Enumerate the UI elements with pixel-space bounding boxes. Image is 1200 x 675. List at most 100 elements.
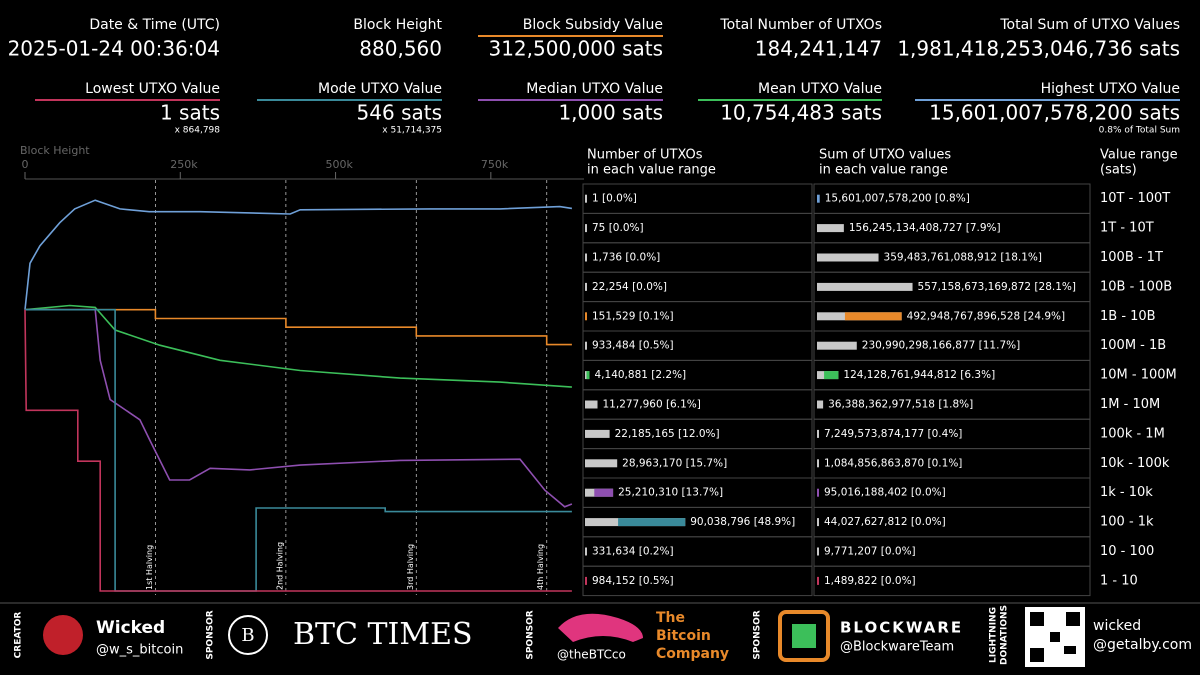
sum-label: 7,249,573,874,177 [0.4%]: [824, 428, 962, 440]
bitcoin-company-logo: [558, 613, 643, 642]
range-label: 10 - 100: [1100, 544, 1154, 559]
sum-label: 44,027,627,812 [0.0%]: [824, 516, 946, 528]
qr-finder: [1030, 648, 1044, 662]
sum-label: 156,245,134,408,727 [7.9%]: [849, 222, 1001, 234]
sum-label: 15,601,007,578,200 [0.8%]: [825, 193, 970, 205]
qr-module: [1064, 646, 1076, 654]
range-label: 100B - 1T: [1100, 250, 1163, 265]
x-tick-label: 0: [22, 158, 29, 171]
count-label: 90,038,796 [48.9%]: [690, 516, 795, 528]
range-label: 10B - 100B: [1100, 279, 1172, 294]
count-label: 22,185,165 [12.0%]: [615, 428, 720, 440]
sum-bar: [817, 488, 819, 497]
halving-label: 3rd Halving: [406, 544, 415, 590]
count-label: 75 [0.0%]: [592, 222, 644, 234]
count-bar-highlight: [586, 371, 590, 380]
sum-bar-highlight: [824, 371, 839, 380]
series-line: [25, 308, 572, 592]
range-label: 1k - 10k: [1100, 485, 1153, 500]
donation-tag: LIGHTNING: [989, 607, 999, 663]
count-bar: [585, 224, 587, 233]
sum-bar: [817, 400, 824, 409]
stat-value: 184,241,147: [755, 37, 882, 61]
stat-label: Block Height: [353, 17, 442, 33]
count-bar: [585, 312, 587, 321]
count-label: 331,634 [0.2%]: [592, 546, 674, 558]
creator-avatar: [43, 615, 83, 655]
blockware-logo: [778, 610, 830, 662]
stat-value: 1,981,418,253,046,736 sats: [897, 37, 1180, 61]
sum-bar: [817, 282, 913, 291]
stat-label: Median UTXO Value: [526, 81, 663, 97]
stat-value: 1,000 sats: [558, 101, 663, 125]
table-header: in each value range: [819, 163, 948, 178]
stat-label: Total Number of UTXOs: [719, 17, 882, 33]
series-line: [25, 308, 573, 508]
stat-label: Total Sum of UTXO Values: [999, 17, 1180, 33]
bitcoin-company-name: Bitcoin: [656, 628, 711, 644]
count-label: 1,736 [0.0%]: [592, 252, 660, 264]
stat-label: Lowest UTXO Value: [85, 81, 220, 97]
stat-value: 1 sats: [160, 101, 220, 125]
range-label: 1 - 10: [1100, 573, 1138, 588]
range-label: 100M - 1B: [1100, 338, 1166, 353]
sum-label: 1,489,822 [0.0%]: [824, 575, 916, 587]
sum-bar: [817, 518, 819, 527]
range-label: 100 - 1k: [1100, 515, 1154, 530]
sum-label: 1,084,856,863,870 [0.1%]: [824, 457, 962, 469]
count-bar: [585, 400, 598, 409]
count-label: 151,529 [0.1%]: [592, 310, 674, 322]
series-line: [24, 199, 573, 310]
range-label: 1T - 10T: [1100, 221, 1154, 236]
series-line: [24, 304, 572, 388]
sum-label: 230,990,298,166,877 [11.7%]: [862, 340, 1020, 352]
count-label: 933,484 [0.5%]: [592, 340, 674, 352]
range-label: 1B - 10B: [1100, 309, 1156, 324]
qr-finder: [1066, 612, 1080, 626]
stat-subvalue: x 51,714,375: [382, 126, 442, 136]
sum-bar: [817, 459, 819, 468]
count-bar: [585, 429, 610, 438]
count-label: 4,140,881 [2.2%]: [595, 369, 687, 381]
sum-label: 124,128,761,944,812 [6.3%]: [843, 369, 995, 381]
bitcoin-company-handle: @theBTCco: [557, 648, 626, 662]
btc-times-logo-letter: B: [241, 625, 254, 646]
count-label: 25,210,310 [13.7%]: [618, 487, 723, 499]
bitcoin-company-name: The: [656, 610, 685, 626]
table-header: Value range: [1100, 148, 1178, 163]
creator-handle: @w_s_bitcoin: [96, 643, 183, 658]
count-bar: [585, 282, 587, 291]
qr-module: [1050, 632, 1060, 642]
stat-value: 546 sats: [357, 101, 442, 125]
blockware-handle: @BlockwareTeam: [840, 640, 954, 655]
series-line: [24, 309, 572, 592]
donation-address: wicked: [1093, 618, 1141, 634]
sum-label: 36,388,362,977,518 [1.8%]: [828, 399, 973, 411]
count-bar-highlight: [594, 488, 614, 497]
x-tick-label: 250k: [170, 158, 198, 171]
sum-bar: [817, 194, 820, 203]
range-label: 10M - 100M: [1100, 368, 1177, 383]
count-label: 1 [0.0%]: [592, 193, 637, 205]
btc-times-logo: [228, 615, 268, 655]
donation-tag: DONATIONS: [1000, 605, 1010, 665]
sum-bar: [817, 547, 819, 556]
table-header: (sats): [1100, 163, 1137, 178]
creator-name: Wicked: [96, 618, 165, 638]
stat-subvalue: x 864,798: [175, 126, 221, 136]
table-cell: [582, 565, 813, 597]
range-label: 100k - 1M: [1100, 426, 1165, 441]
sum-label: 359,483,761,088,912 [18.1%]: [884, 252, 1042, 264]
x-axis-title: Block Height: [20, 144, 90, 157]
donation-address: @getalby.com: [1093, 637, 1192, 653]
table-header: in each value range: [587, 163, 716, 178]
halving-label: 1st Halving: [145, 545, 154, 590]
count-label: 22,254 [0.0%]: [592, 281, 667, 293]
count-bar-highlight: [618, 518, 686, 527]
range-label: 10k - 100k: [1100, 456, 1170, 471]
table-header: Number of UTXOs: [587, 148, 703, 163]
blockware-name: BLOCKWARE: [840, 619, 963, 637]
halving-label: 2nd Halving: [275, 542, 284, 590]
